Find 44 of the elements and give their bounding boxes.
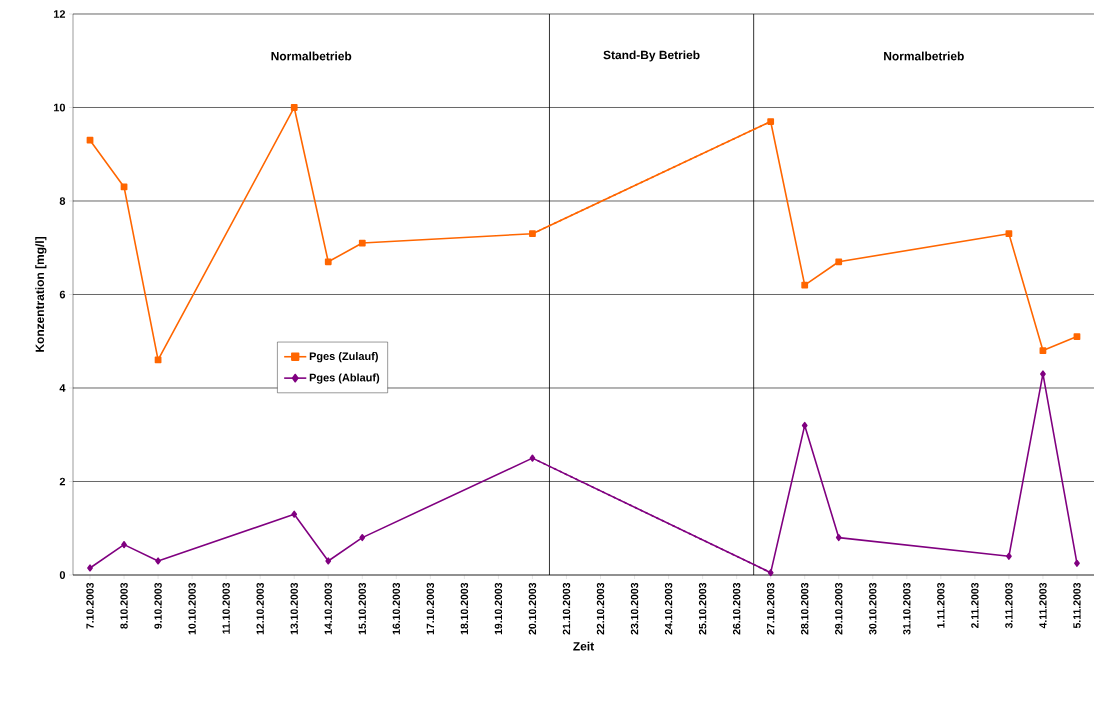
x-tick-label: 12.10.2003 bbox=[256, 582, 264, 635]
x-tick-label: 22.10.2003 bbox=[596, 582, 605, 635]
x-tick-label: 17.10.2003 bbox=[426, 582, 435, 635]
x-tick-label: 3.11.2003 bbox=[1005, 582, 1013, 629]
x-tick-label: 20.10.2003 bbox=[528, 582, 537, 635]
x-tick-label: 11.10.2003 bbox=[222, 582, 230, 634]
x-tick-label: 15.10.2003 bbox=[358, 582, 366, 635]
x-tick-label: 19.10.2003 bbox=[494, 582, 503, 635]
legend-label: Pges (Ablauf) bbox=[309, 373, 380, 384]
x-tick-label: 28.10.2003 bbox=[801, 582, 809, 635]
x-tick-label: 1.11.2003 bbox=[937, 582, 945, 628]
y-tick-label: 4 bbox=[59, 384, 66, 392]
x-tick-label: 4.11.2003 bbox=[1039, 582, 1047, 629]
annotation: Normalbetrieb bbox=[271, 51, 352, 61]
x-tick-label: 9.10.2003 bbox=[154, 582, 162, 629]
x-tick-label: 2.11.2003 bbox=[971, 582, 979, 629]
annotation: Stand-By Betrieb bbox=[603, 50, 700, 62]
legend-label: Pges (Zulauf) bbox=[309, 352, 378, 363]
x-tick-label: 26.10.2003 bbox=[732, 582, 741, 635]
x-tick-label: 10.10.2003 bbox=[188, 582, 196, 635]
x-tick-label: 24.10.2003 bbox=[664, 582, 673, 635]
x-tick-label: 21.10.2003 bbox=[562, 582, 571, 635]
x-tick-label: 16.10.2003 bbox=[392, 582, 401, 635]
x-tick-label: 18.10.2003 bbox=[460, 582, 469, 635]
x-tick-label: 25.10.2003 bbox=[698, 582, 707, 635]
x-tick-label: 5.11.2003 bbox=[1073, 582, 1081, 629]
y-tick-label: 10 bbox=[53, 103, 66, 112]
x-axis-title: Zeit bbox=[573, 641, 594, 651]
x-tick-label: 30.10.2003 bbox=[869, 582, 877, 635]
annotation: Normalbetrieb bbox=[884, 51, 964, 61]
x-tick-label: 31.10.2003 bbox=[903, 582, 911, 635]
x-tick-label: 13.10.2003 bbox=[290, 582, 298, 635]
y-tick-label: 8 bbox=[59, 197, 66, 205]
y-axis-title: Konzentration [mg/l] bbox=[35, 237, 47, 352]
y-tick-label: 2 bbox=[59, 477, 66, 486]
x-tick-label: 27.10.2003 bbox=[766, 582, 775, 635]
y-tick-label: 6 bbox=[59, 290, 66, 299]
x-tick-label: 14.10.2003 bbox=[324, 582, 332, 635]
x-tick-label: 7.10.2003 bbox=[86, 582, 94, 629]
x-tick-label: 23.10.2003 bbox=[630, 582, 639, 635]
y-tick-label: 12 bbox=[53, 10, 66, 18]
y-tick-label: 0 bbox=[59, 571, 66, 579]
x-tick-label: 8.10.2003 bbox=[120, 582, 128, 629]
x-tick-label: 29.10.2003 bbox=[835, 582, 843, 635]
